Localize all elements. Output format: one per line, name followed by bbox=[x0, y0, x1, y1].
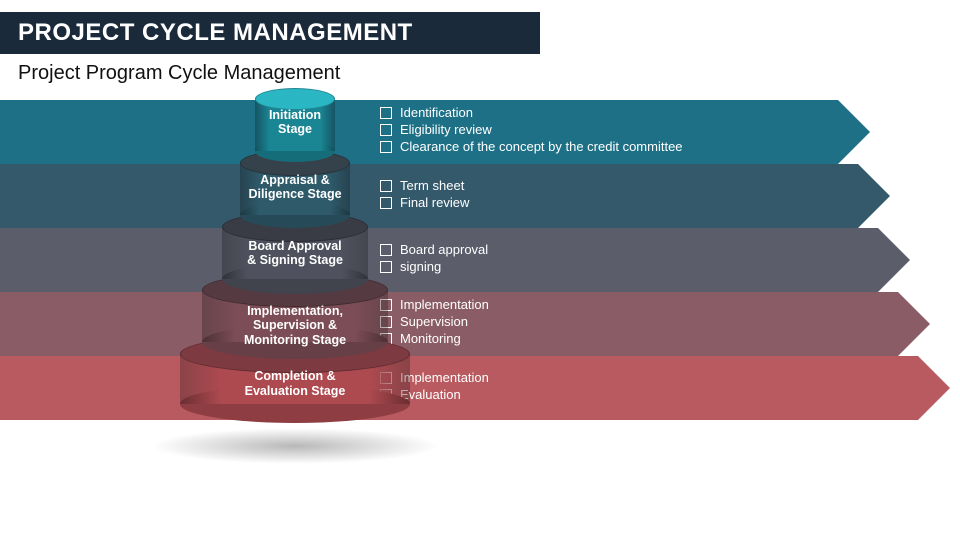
band-board: Board approval signing bbox=[0, 228, 910, 292]
base-shadow bbox=[150, 428, 440, 464]
cylinder-initiation: InitiationStage bbox=[255, 88, 335, 162]
bullet-item: Board approval bbox=[380, 242, 488, 257]
header-bar: PROJECT CYCLE MANAGEMENT bbox=[0, 12, 540, 54]
cylinder-label-implementation: Implementation,Supervision &Monitoring S… bbox=[202, 304, 388, 347]
cylinder-label-completion: Completion &Evaluation Stage bbox=[180, 369, 410, 398]
bullet-item: Eligibility review bbox=[380, 122, 683, 137]
bullets-initiation: Identification Eligibility review Clearanc… bbox=[380, 105, 683, 156]
pcm-diagram: Identification Eligibility review Clearanc… bbox=[0, 100, 960, 540]
cylinder-label-appraisal: Appraisal &Diligence Stage bbox=[240, 173, 350, 202]
bullets-board: Board approval signing bbox=[380, 242, 488, 276]
bullets-appraisal: Term sheet Final review bbox=[380, 178, 469, 212]
cylinder-label-board: Board Approval& Signing Stage bbox=[222, 239, 368, 268]
bullet-item: Supervision bbox=[380, 314, 489, 329]
page-title: PROJECT CYCLE MANAGEMENT bbox=[18, 19, 413, 47]
band-appraisal: Term sheet Final review bbox=[0, 164, 890, 228]
band-completion: ImplementationEvaluation bbox=[0, 356, 950, 420]
band-initiation: Identification Eligibility review Clearanc… bbox=[0, 100, 870, 164]
page-subtitle: Project Program Cycle Management bbox=[18, 62, 340, 85]
bullet-item: Identification bbox=[380, 105, 683, 120]
band-implementation: ImplementationSupervisionMonitoring bbox=[0, 292, 930, 356]
bullet-item: Final review bbox=[380, 195, 469, 210]
bullet-item: Implementation bbox=[380, 297, 489, 312]
bullet-item: signing bbox=[380, 259, 488, 274]
bullet-item: Clearance of the concept by the credit c… bbox=[380, 139, 683, 154]
cylinder-label-initiation: InitiationStage bbox=[255, 108, 335, 137]
bullet-item: Term sheet bbox=[380, 178, 469, 193]
